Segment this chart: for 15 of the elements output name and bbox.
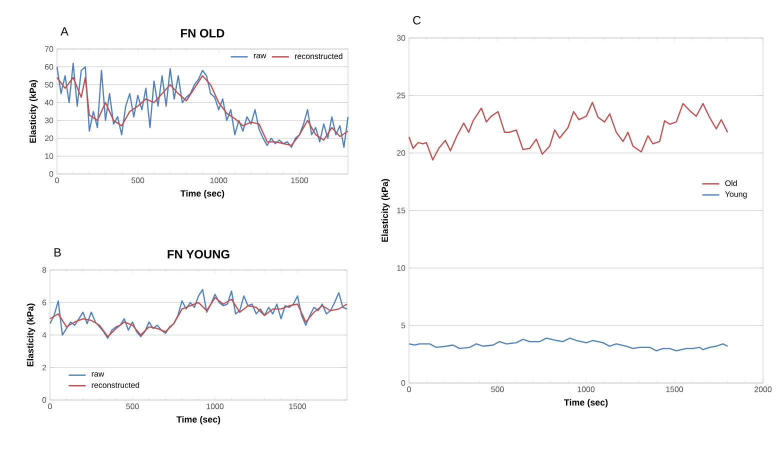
text: B (54, 248, 61, 256)
line-series (56, 62, 349, 148)
chart-title: FN YOUNG (168, 250, 230, 258)
text: C (413, 16, 421, 24)
line-series (408, 338, 728, 352)
y-axis-title: Elasticity (kPa) (26, 304, 36, 366)
text: A (60, 27, 68, 36)
x-axis-title: Time (sec) (176, 416, 220, 424)
y-axis-title: Elasticity (kPa) (29, 80, 38, 143)
chart-title: FN OLD (181, 29, 224, 38)
line-series (408, 102, 728, 161)
x-axis-title: Time (sec) (180, 190, 224, 198)
line-series (56, 75, 349, 146)
y-axis-title: Elasticity (kPa) (381, 179, 390, 242)
x-axis-title: Time (sec) (564, 399, 608, 408)
